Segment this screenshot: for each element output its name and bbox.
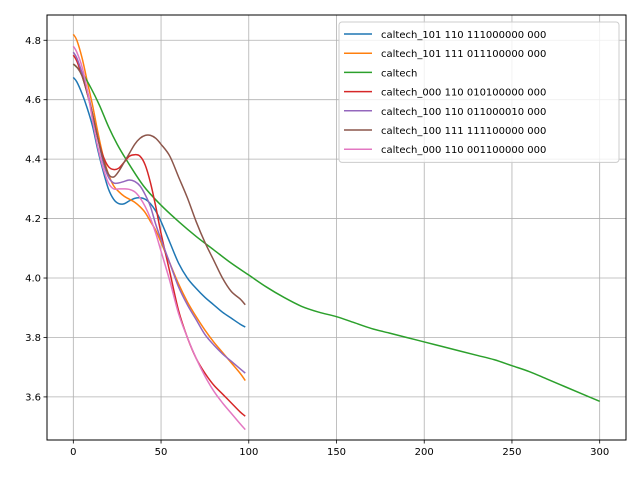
x-tick-label: 50 bbox=[155, 447, 168, 458]
y-tick-label: 4.0 bbox=[25, 274, 41, 285]
y-tick-label: 3.8 bbox=[25, 333, 41, 344]
y-tick-label: 4.4 bbox=[25, 155, 41, 166]
legend: caltech_101 110 111000000 000 caltech_101… bbox=[338, 21, 620, 163]
legend-label: caltech_000 110 001100000 000 bbox=[381, 145, 546, 156]
y-tick-label: 4.8 bbox=[25, 36, 41, 47]
y-tick-label: 4.6 bbox=[25, 95, 41, 106]
legend-box bbox=[338, 21, 620, 163]
legend-label: caltech_100 110 011000010 000 bbox=[381, 107, 546, 118]
x-tick-label: 250 bbox=[502, 447, 521, 458]
series-line-2 bbox=[72, 63, 600, 403]
series-line-5 bbox=[72, 63, 246, 306]
y-tick-label: 4.2 bbox=[25, 214, 41, 225]
legend-label: caltech_000 110 010100000 000 bbox=[381, 88, 546, 99]
x-tick-label: 300 bbox=[590, 447, 609, 458]
legend-label: caltech_100 111 111100000 000 bbox=[381, 126, 546, 137]
legend-label: caltech bbox=[381, 68, 417, 79]
x-tick-label: 200 bbox=[415, 447, 434, 458]
series-line-1 bbox=[72, 33, 246, 381]
legend-label: caltech_101 110 111000000 000 bbox=[381, 30, 546, 41]
legend-label: caltech_101 111 011100000 000 bbox=[381, 49, 546, 60]
grid bbox=[47, 15, 626, 440]
series-line-6 bbox=[72, 45, 246, 431]
x-tick-label: 150 bbox=[327, 447, 346, 458]
series-lines bbox=[72, 33, 600, 431]
x-tick-label: 0 bbox=[70, 447, 76, 458]
axis-ticks: 0 50 100 150 200 250 300 3.6 3.8 4.0 4.2 4.4 4.6 4.8 bbox=[25, 36, 609, 458]
y-tick-label: 3.6 bbox=[25, 392, 41, 403]
x-tick-label: 100 bbox=[239, 447, 258, 458]
